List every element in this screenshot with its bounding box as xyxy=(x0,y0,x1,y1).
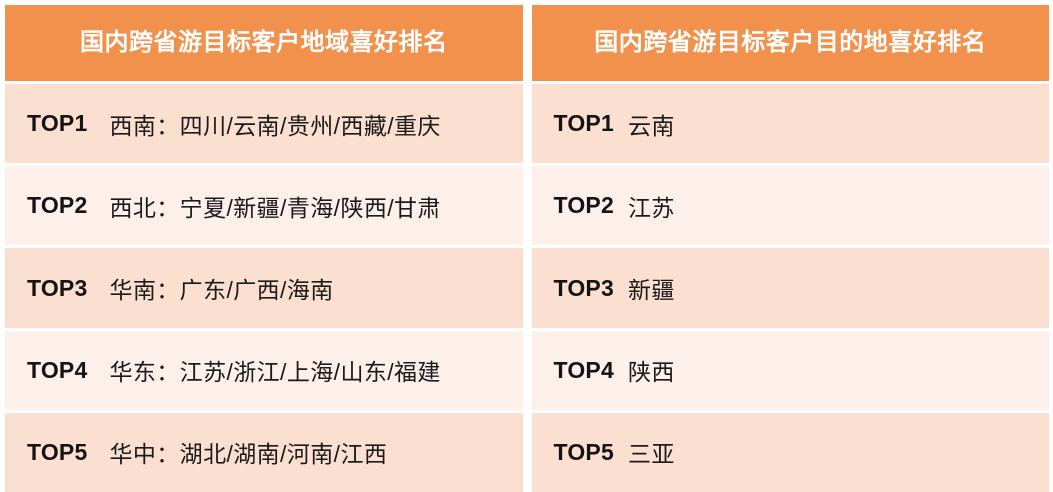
table-row: TOP4 华东：江苏/浙江/上海/山东/福建 TOP4 陕西 xyxy=(5,330,1049,410)
rank-label: TOP1 xyxy=(27,110,88,137)
destination-value: 云南 xyxy=(627,112,675,139)
destination-value: 三亚 xyxy=(627,441,675,468)
destination-cell-top4: TOP4 陕西 xyxy=(531,330,1049,410)
table-row: TOP5 华中：湖北/湖南/河南/江西 TOP5 三亚 xyxy=(5,412,1049,492)
table-header-row: 国内跨省游目标客户地域喜好排名 国内跨省游目标客户目的地喜好排名 xyxy=(5,5,1049,81)
column-header-region-preference: 国内跨省游目标客户地域喜好排名 xyxy=(5,5,523,81)
region-value: 西北：宁夏/新疆/青海/陕西/甘肃 xyxy=(109,194,441,221)
destination-value: 新疆 xyxy=(627,277,675,303)
rank-label: TOP1 xyxy=(553,110,614,137)
region-cell-top3: TOP3 华南：广东/广西/海南 xyxy=(5,248,523,328)
rank-label: TOP2 xyxy=(553,192,614,219)
region-cell-top1: TOP1 西南：四川/云南/贵州/西藏/重庆 xyxy=(5,84,523,164)
region-value: 华中：湖北/湖南/河南/江西 xyxy=(109,441,388,468)
destination-cell-top2: TOP2 江苏 xyxy=(531,166,1049,246)
destination-cell-top5: TOP5 三亚 xyxy=(531,412,1049,492)
destination-cell-top1: TOP1 云南 xyxy=(531,84,1049,164)
destination-cell-top3: TOP3 新疆 xyxy=(531,248,1049,328)
rank-label: TOP3 xyxy=(553,274,614,301)
destination-value: 江苏 xyxy=(627,194,675,221)
rank-label: TOP5 xyxy=(553,438,614,465)
column-header-destination-preference: 国内跨省游目标客户目的地喜好排名 xyxy=(531,5,1049,81)
table-body: TOP1 西南：四川/云南/贵州/西藏/重庆 TOP1 云南 TOP2 西北：宁… xyxy=(5,81,1049,492)
region-cell-top5: TOP5 华中：湖北/湖南/河南/江西 xyxy=(5,412,523,492)
table-row: TOP3 华南：广东/广西/海南 TOP3 新疆 xyxy=(5,248,1049,328)
region-cell-top4: TOP4 华东：江苏/浙江/上海/山东/福建 xyxy=(5,330,523,410)
rank-label: TOP3 xyxy=(27,274,88,301)
region-value: 华南：广东/广西/海南 xyxy=(109,277,334,303)
destination-value: 陕西 xyxy=(627,359,675,386)
rank-label: TOP4 xyxy=(27,356,88,383)
rank-label: TOP4 xyxy=(553,356,614,383)
region-value: 西南：四川/云南/贵州/西藏/重庆 xyxy=(109,112,441,139)
region-cell-top2: TOP2 西北：宁夏/新疆/青海/陕西/甘肃 xyxy=(5,166,523,246)
rank-label: TOP5 xyxy=(27,438,88,465)
region-value: 华东：江苏/浙江/上海/山东/福建 xyxy=(109,359,441,386)
table-row: TOP1 西南：四川/云南/贵州/西藏/重庆 TOP1 云南 xyxy=(5,84,1049,164)
rank-label: TOP2 xyxy=(27,192,88,219)
table-row: TOP2 西北：宁夏/新疆/青海/陕西/甘肃 TOP2 江苏 xyxy=(5,166,1049,246)
